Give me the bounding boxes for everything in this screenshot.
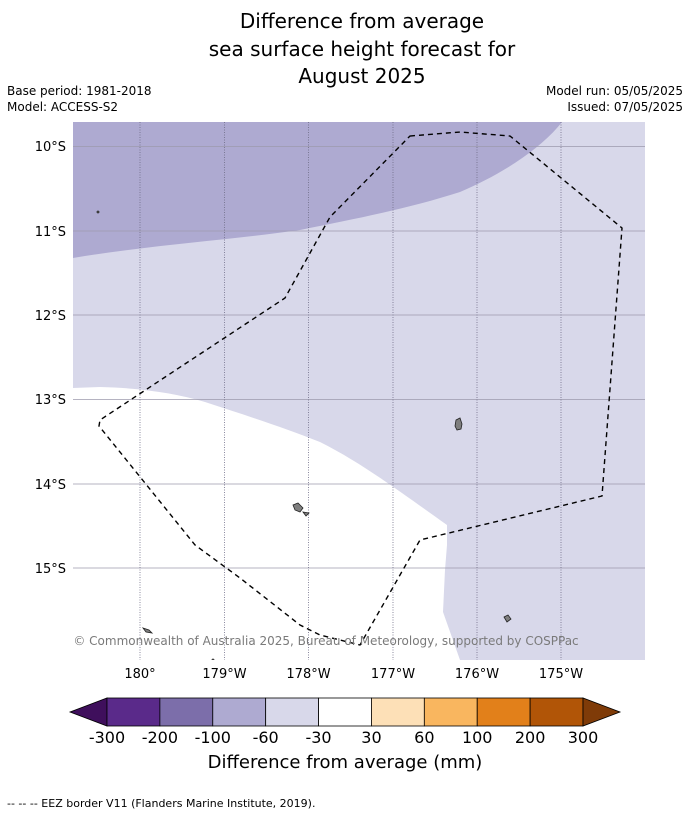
islet-northwest: [96, 210, 100, 214]
colorbar-extend-high: [582, 697, 622, 727]
colorbar-tick-label: -100: [194, 728, 231, 747]
colorbar-segment-6: [423, 697, 478, 727]
eez-boundary-line: [98, 131, 623, 646]
colorbar-segment-1: [159, 697, 214, 727]
colorbar-segment-4: [318, 697, 372, 727]
colorbar-segment-0: [106, 697, 161, 727]
colorbar-tick-label: -30: [305, 728, 332, 747]
map-area: [73, 122, 645, 660]
band-minus200-minus100: [73, 122, 562, 258]
meta-right: Model run: 05/05/2025 Issued: 07/05/2025: [546, 84, 683, 115]
colorbar-segment-7: [476, 697, 531, 727]
lat-label-11s: 11°S: [35, 225, 66, 240]
lon-gridlines: [139, 122, 562, 660]
title-line-2: sea surface height forecast for: [208, 36, 516, 61]
lat-label-15s: 15°S: [35, 562, 66, 577]
colorbar-segment-2: [212, 697, 267, 727]
colorbar-tick-label: 60: [414, 728, 435, 747]
lat-label-10s: 10°S: [35, 140, 66, 155]
lat-gridlines: [73, 146, 645, 569]
lon-label-175w: 175°W: [539, 667, 583, 682]
lon-label-176w: 176°W: [455, 667, 499, 682]
colorbar: [68, 697, 622, 727]
title-line-3: August 2025: [298, 64, 426, 88]
lon-label-180: 180°: [124, 667, 155, 682]
eez-legend-text: -- -- -- EEZ border V11 (Flanders Marine…: [7, 797, 316, 810]
lat-labels: 10°S 11°S 12°S 13°S 14°S 15°S: [35, 140, 66, 577]
islands: [96, 210, 512, 660]
colorbar-tick-label: -200: [141, 728, 179, 747]
island-southwest: [141, 627, 154, 634]
colorbar-extend-low: [68, 697, 108, 727]
colorbar-tick-label: -300: [88, 728, 126, 747]
meta-left: Base period: 1981-2018 Model: ACCESS-S2: [7, 84, 152, 115]
colorbar-segment-3: [265, 697, 319, 727]
island-west-1: [292, 502, 304, 513]
colorbar-tick-label: 30: [361, 728, 382, 747]
lon-label-177w: 177°W: [371, 667, 415, 682]
colorbar-title: Difference from average (mm): [207, 752, 483, 773]
colorbar-tick-label: 100: [461, 728, 493, 747]
lat-label-12s: 12°S: [35, 309, 66, 324]
band-minus30-30: [73, 387, 460, 660]
base-period-text: Base period: 1981-2018: [7, 84, 152, 98]
copyright-text: © Commonwealth of Australia 2025, Bureau…: [73, 634, 578, 648]
lat-label-14s: 14°S: [35, 478, 66, 493]
model-run-text: Model run: 05/05/2025: [545, 84, 683, 98]
colorbar-tick-label: -60: [252, 728, 279, 747]
model-text: Model: ACCESS-S2: [7, 99, 119, 114]
lon-label-178w: 178°W: [286, 667, 330, 682]
island-east: [454, 417, 463, 431]
colorbar-segment-8: [529, 697, 584, 727]
colorbar-segment-5: [371, 697, 425, 727]
title-line-1: Difference from average: [239, 9, 485, 33]
lon-labels: 180° 179°W 178°W 177°W 176°W 175°W: [124, 667, 583, 682]
islet-south: [211, 658, 215, 660]
island-south: [503, 614, 512, 623]
island-west-2: [302, 511, 310, 517]
lon-label-179w: 179°W: [202, 667, 246, 682]
chart-title: Difference from average sea surface heig…: [0, 8, 690, 91]
colorbar-tick-label: 200: [514, 728, 546, 747]
lat-label-13s: 13°S: [35, 393, 66, 408]
issued-text: Issued: 07/05/2025: [567, 99, 683, 114]
colorbar-tick-label: 300: [567, 728, 599, 747]
